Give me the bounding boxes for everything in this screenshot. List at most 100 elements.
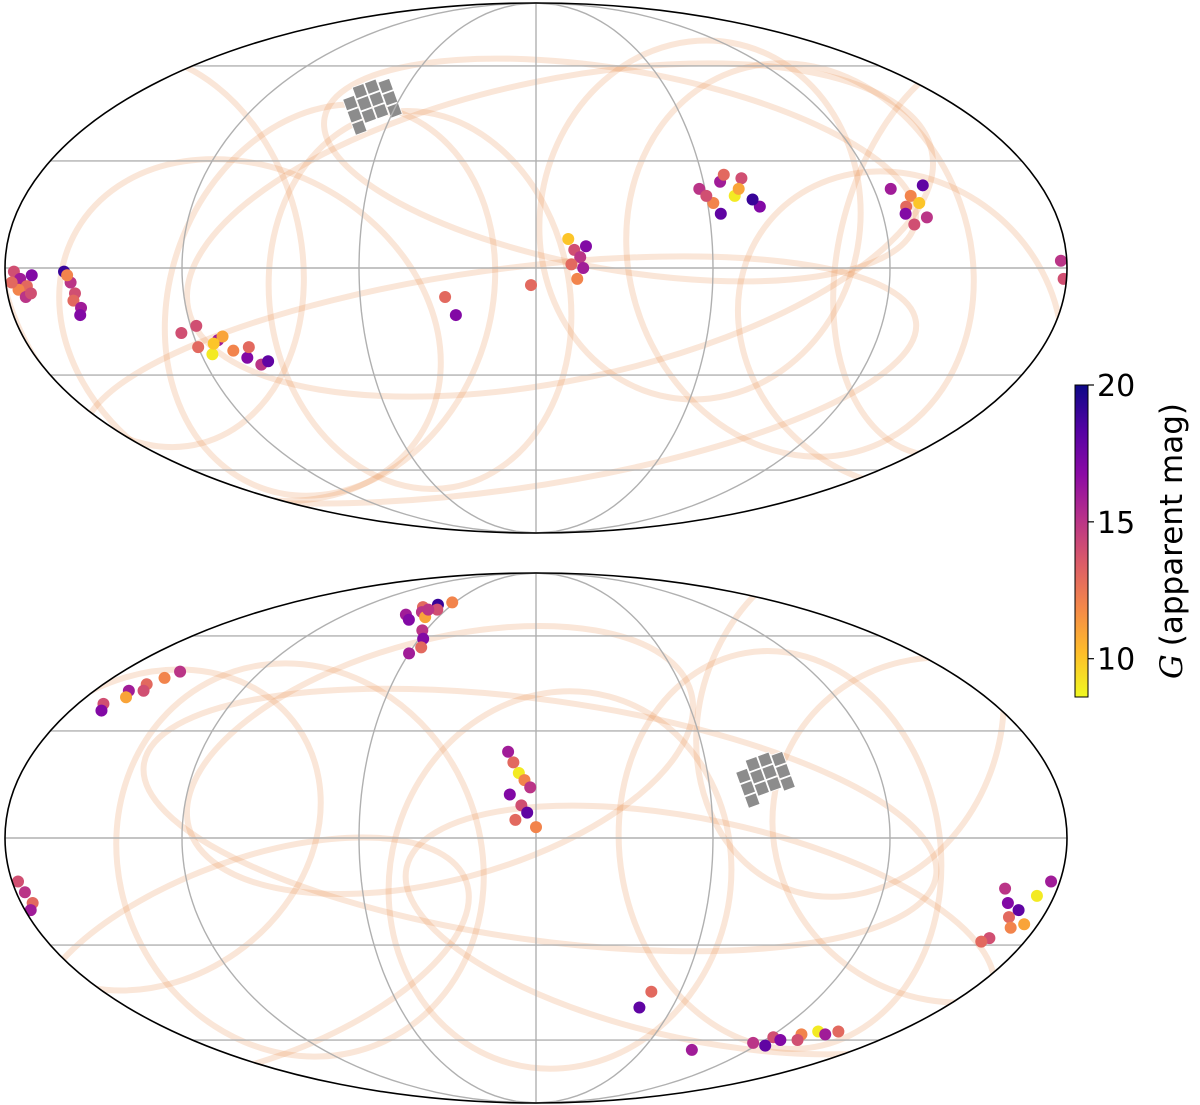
star	[562, 232, 575, 245]
star	[415, 641, 428, 654]
star	[759, 1039, 772, 1052]
ccd	[372, 102, 390, 120]
star	[1057, 272, 1067, 285]
star	[832, 1025, 845, 1038]
star	[61, 269, 74, 282]
ccd	[351, 119, 368, 136]
colorbar-label: (apparent mag)	[1154, 403, 1190, 646]
star	[449, 309, 462, 322]
star	[5, 276, 18, 289]
points	[5, 168, 1067, 1056]
ccd	[739, 780, 757, 797]
stream	[693, 573, 1007, 900]
ccd	[377, 77, 394, 95]
star	[999, 882, 1012, 895]
star	[908, 218, 921, 231]
star	[717, 168, 730, 181]
star	[574, 251, 587, 264]
star	[714, 207, 727, 220]
star	[95, 704, 108, 717]
star	[502, 745, 515, 758]
star	[174, 665, 187, 678]
star	[137, 684, 150, 697]
star	[1054, 254, 1067, 267]
ccd	[363, 78, 381, 95]
colorbar-tick-label: 20	[1097, 369, 1135, 404]
ccd	[749, 768, 766, 785]
star	[206, 348, 219, 361]
grid-line	[535, 2, 714, 534]
star	[190, 319, 203, 332]
kepler-field	[342, 77, 403, 136]
star	[916, 179, 929, 192]
star	[12, 875, 25, 888]
star	[700, 189, 713, 202]
map-frame	[4, 2, 1068, 534]
star	[192, 341, 205, 354]
stream	[385, 688, 735, 1072]
star	[175, 326, 188, 339]
star	[1030, 889, 1043, 902]
star	[685, 1043, 698, 1056]
stream	[28, 834, 472, 1086]
star	[747, 1036, 760, 1049]
star	[920, 211, 933, 224]
ccd	[368, 90, 385, 108]
star	[403, 647, 416, 660]
star	[422, 603, 435, 616]
ccd	[342, 94, 359, 112]
ccd	[351, 82, 369, 100]
star	[24, 904, 37, 917]
star	[524, 781, 537, 794]
star	[1001, 896, 1014, 909]
ccd	[360, 107, 378, 124]
map-frame	[4, 572, 1068, 1104]
star	[774, 1034, 787, 1047]
star	[1018, 918, 1031, 931]
stream	[536, 37, 864, 403]
star	[207, 337, 220, 350]
ccd	[744, 755, 762, 773]
ccd	[744, 792, 761, 809]
star	[18, 886, 31, 899]
star	[503, 788, 516, 801]
panel-points	[12, 596, 1058, 1056]
star	[262, 355, 275, 368]
star	[25, 269, 38, 282]
ccd	[774, 763, 792, 780]
colorbar-title: G (apparent mag)	[1154, 403, 1190, 679]
star	[74, 309, 87, 322]
star	[732, 182, 745, 195]
star	[571, 272, 584, 285]
stream	[113, 660, 487, 1060]
star	[899, 207, 912, 220]
ccd	[779, 775, 796, 792]
star	[791, 1034, 804, 1047]
star	[735, 172, 748, 185]
colorbar-tick-label: 15	[1097, 506, 1135, 541]
star	[1004, 921, 1017, 934]
star	[913, 197, 926, 210]
star	[507, 756, 520, 769]
star	[521, 806, 534, 819]
grid-line	[535, 2, 891, 534]
ccd	[765, 775, 783, 793]
star	[446, 596, 459, 609]
star	[633, 1001, 646, 1014]
star	[227, 344, 240, 357]
ccd	[386, 102, 403, 119]
stream-density	[5, 573, 1067, 1086]
star	[819, 1028, 832, 1041]
star	[565, 258, 578, 271]
grid-line	[181, 2, 537, 534]
stream	[623, 60, 977, 460]
ccd	[756, 751, 774, 768]
star	[439, 291, 452, 304]
star	[67, 294, 80, 307]
star	[884, 182, 897, 195]
grid-line	[535, 572, 714, 1104]
star	[1012, 904, 1025, 917]
star	[120, 691, 133, 704]
